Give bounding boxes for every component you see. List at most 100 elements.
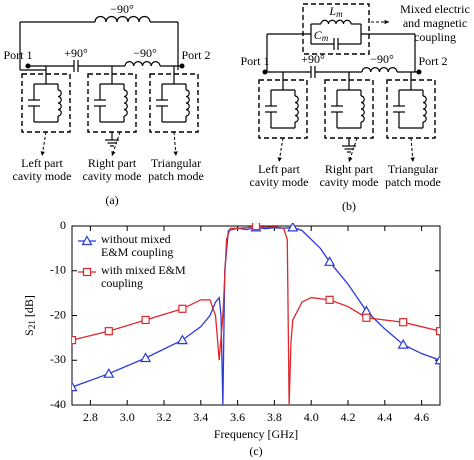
marker [362,313,371,322]
y-tick-label: -20 [50,307,66,321]
coupling-c-label-sub: m [322,33,329,43]
coupling-note: coupling [414,30,456,44]
marker [287,223,299,232]
marker [72,336,77,345]
marker [178,304,187,313]
y-axis-label-sub: 21 [27,320,37,329]
port-dot [25,63,31,69]
marker [324,256,336,266]
coupling-c-label-main: C [314,28,323,42]
coupling-c-label: Cm [314,28,329,43]
marker [141,315,150,325]
port-dot [416,69,422,75]
inductor [294,95,299,123]
caption: (a) [105,193,118,207]
x-tick-label: 4.4 [377,410,392,424]
port-dot [179,63,185,69]
port-label: Port 2 [418,54,447,68]
mode-label: Left part [258,162,300,176]
mode-label: cavity mode [13,169,72,183]
x-tick-label: 3.0 [120,410,135,424]
phase-label: −90° [133,46,157,60]
marker [399,318,408,327]
legend-label: without mixed E&M coupling [101,232,174,259]
marker [325,295,334,304]
port-dot [262,69,268,75]
inductor [360,95,365,123]
legend-marker [82,267,92,277]
coupling-l-label-sub: m [336,9,343,19]
y-axis-label: S21 [dB] [22,295,37,336]
marker [435,327,440,336]
inductor [320,19,352,25]
inductor [94,15,151,23]
y-tick-label: -30 [50,352,66,366]
arrow-head [40,151,45,156]
arrow-head [277,157,282,162]
marker [72,381,78,392]
phase-label: +90° [64,46,88,60]
x-tick-label: 4.2 [341,410,356,424]
arrow-head [410,157,415,162]
mode-label: cavity mode [83,169,142,183]
x-axis-label: Frequency [GHz] [214,427,298,441]
mode-label: patch mode [148,169,204,183]
x-tick-label: 4.6 [414,410,429,424]
coupling-box [302,3,370,55]
x-tick-label: 2.8 [83,410,98,424]
phase-label: −90° [110,2,134,16]
inductor [57,89,62,117]
series-line [72,225,440,405]
y-axis-label-main: S [22,329,36,336]
coupling-l-label: Lm [328,4,343,19]
mode-label: Right part [325,162,374,176]
mode-label: cavity mode [250,175,309,189]
marker [176,334,188,345]
coupling-l-label-main: L [328,4,336,18]
inductor [123,89,128,117]
mode-label: Triangular [151,156,201,170]
inductor [422,95,427,123]
coupling-note: Mixed electric [400,2,470,16]
mode-label: patch mode [385,175,441,189]
marker [360,305,372,316]
marker [397,338,409,349]
y-axis-label-unit: [dB] [22,295,36,320]
mode-label: Left part [21,156,63,170]
phase-label: −90° [370,52,394,66]
mode-label: Right part [88,156,137,170]
port-label: Port 1 [240,54,269,68]
caption: (b) [342,199,356,213]
arrow-head [173,151,178,156]
port-label: Port 2 [181,48,210,62]
mode-label: Triangular [388,162,438,176]
y-tick-label: -10 [50,263,66,277]
y-tick-label: -40 [50,397,66,411]
legend-label: with mixed E&M coupling [101,263,186,290]
arrow-head [384,19,389,25]
marker [251,223,261,231]
inductor [185,89,190,117]
marker [434,354,440,365]
inductor [361,67,398,73]
mode-label: cavity mode [320,175,379,189]
coupling-note: and magnetic [403,16,467,30]
phase-label: +90° [301,52,325,66]
x-tick-label: 3.4 [193,410,208,424]
x-tick-label: 3.6 [230,410,245,424]
legend-marker [81,235,93,246]
marker [103,367,115,378]
marker [140,352,152,363]
y-tick-label: 0 [60,218,66,232]
x-tick-label: 4.0 [304,410,319,424]
inductor [124,61,161,67]
series [72,223,440,405]
arrow-head [111,151,116,156]
x-tick-label: 3.8 [267,410,282,424]
arrow-head [348,157,353,162]
marker [104,327,113,336]
port-label: Port 1 [3,48,32,62]
x-tick-label: 3.2 [157,410,172,424]
